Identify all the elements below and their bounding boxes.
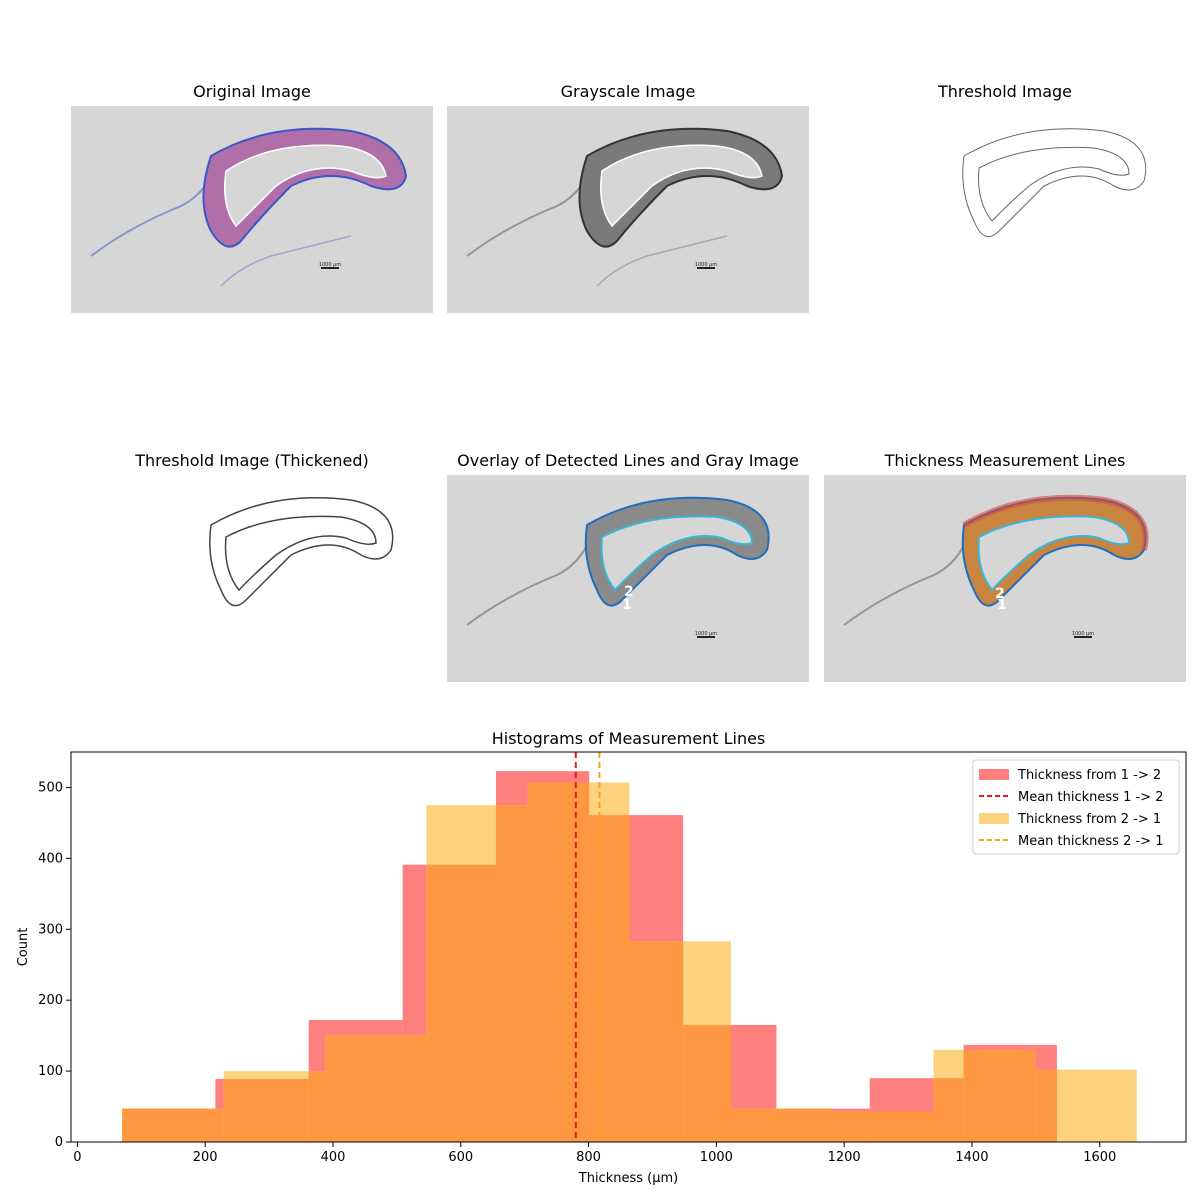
histogram-overlap-bar <box>776 1108 833 1142</box>
panel-title-overlay: Overlay of Detected Lines and Gray Image <box>457 451 799 470</box>
histogram-overlap-bar <box>832 1111 870 1142</box>
histogram-overlap-bar <box>215 1108 224 1142</box>
legend-swatch <box>979 769 1009 780</box>
histogram-overlap-bar <box>308 1071 326 1142</box>
histogram-overlap-bar <box>495 805 528 1142</box>
histogram-overlap-bar <box>122 1108 216 1142</box>
histogram-overlap-bar <box>223 1078 309 1142</box>
histogram-overlap-bar <box>1035 1069 1057 1142</box>
histogram-overlap-bar <box>629 941 684 1142</box>
y-tick-label: 500 <box>38 780 63 795</box>
y-tick-label: 0 <box>55 1135 63 1150</box>
panel-title-measure: Thickness Measurement Lines <box>884 451 1126 470</box>
x-tick-label: 400 <box>321 1150 346 1165</box>
marker-2: 2 <box>624 584 634 600</box>
panel-title-original: Original Image <box>193 82 311 101</box>
y-tick-label: 300 <box>38 922 63 937</box>
measure-panel: 1000 µm 2 1 <box>824 475 1186 682</box>
axes-frame <box>70 751 1187 1143</box>
threshold-thick-panel <box>71 475 433 682</box>
panel-title-threshold-thick: Threshold Image (Thickened) <box>135 451 369 470</box>
histogram-overlap-bar <box>325 1034 403 1142</box>
y-tick-label: 100 <box>38 1064 63 1079</box>
histogram-overlap-bar <box>402 1034 427 1142</box>
chart-title: Histograms of Measurement Lines <box>492 729 766 748</box>
x-tick-label: 1200 <box>828 1150 861 1165</box>
histogram-overlap-bar <box>683 1025 732 1142</box>
histogram-chart: 0 200 400 600 800 1000 1200 1400 1600 0 100 200 300 4… <box>16 729 1187 1186</box>
histogram-overlap-bar <box>933 1078 964 1142</box>
scale-bar-label: 1000 µm <box>1072 631 1094 637</box>
histogram-overlap-bar <box>869 1111 934 1142</box>
legend-label: Thickness from 2 -> 1 <box>1017 812 1161 827</box>
marker-1: 1 <box>622 597 632 613</box>
x-tick-label: 0 <box>73 1150 81 1165</box>
legend-box <box>972 759 1180 855</box>
histogram-overlap-bar <box>527 782 590 1142</box>
scale-bar-label: 1000 µm <box>695 262 717 268</box>
x-tick-label: 600 <box>448 1150 473 1165</box>
x-tick-label: 1600 <box>1083 1150 1116 1165</box>
histogram-overlap-bar <box>963 1049 1036 1142</box>
original-image-panel: 1000 µm <box>71 106 433 313</box>
legend-label: Mean thickness 1 -> 2 <box>1018 790 1163 805</box>
histogram-overlap-bar <box>589 815 630 1142</box>
y-tick-label: 200 <box>38 993 63 1008</box>
legend-swatch <box>979 813 1009 824</box>
x-tick-label: 1000 <box>700 1150 733 1165</box>
legend-label: Mean thickness 2 -> 1 <box>1018 834 1163 849</box>
grayscale-image-panel: 1000 µm <box>447 106 809 313</box>
x-tick-label: 200 <box>193 1150 218 1165</box>
overlay-panel: 1000 µm 2 1 <box>447 475 809 682</box>
scale-bar-label: 1000 µm <box>319 262 341 268</box>
marker-2: 2 <box>995 586 1005 602</box>
marker-1: 1 <box>997 597 1007 613</box>
y-axis-label: Count <box>16 928 31 967</box>
legend-label: Thickness from 1 -> 2 <box>1017 768 1161 783</box>
x-axis-label: Thickness (µm) <box>578 1171 678 1186</box>
threshold-image-panel <box>824 106 1186 313</box>
panel-title-grayscale: Grayscale Image <box>560 82 696 101</box>
x-tick-label: 800 <box>576 1150 601 1165</box>
x-tick-label: 1400 <box>955 1150 988 1165</box>
histogram-overlap-bar <box>731 1108 777 1142</box>
y-tick-label: 400 <box>38 851 63 866</box>
scale-bar-label: 1000 µm <box>695 631 717 637</box>
panel-title-threshold: Threshold Image <box>937 82 1073 101</box>
histogram-overlap-bar <box>426 864 496 1142</box>
